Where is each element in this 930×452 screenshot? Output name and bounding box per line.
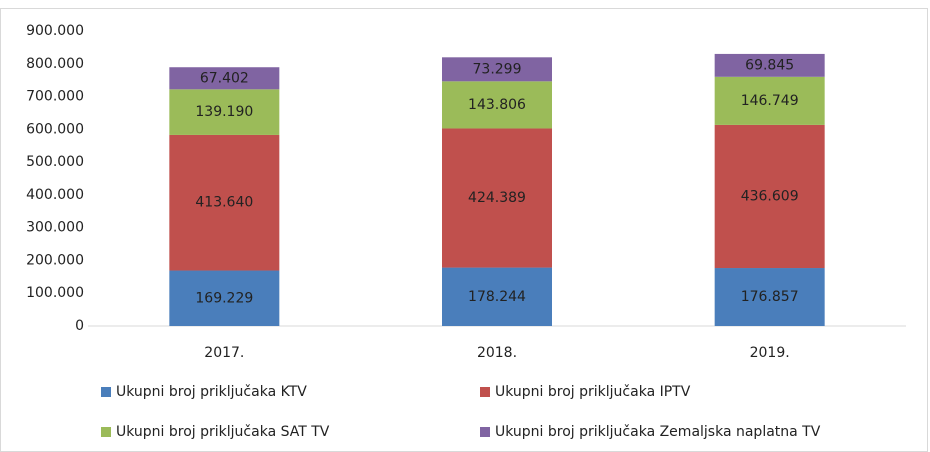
y-tick-label: 600.000 (26, 121, 84, 137)
data-label: 178.244 (468, 289, 526, 305)
legend-swatch (101, 427, 111, 437)
bar-segment (442, 81, 552, 129)
data-label: 424.389 (468, 190, 526, 206)
bar-segment (169, 270, 280, 326)
bar-segment (169, 89, 280, 135)
data-label: 146.749 (741, 93, 799, 109)
bar-segment (714, 76, 825, 125)
data-label: 413.640 (195, 195, 253, 211)
data-label: 73.299 (473, 61, 522, 77)
bar-segment (169, 67, 280, 90)
y-tick-label: 300.000 (26, 220, 84, 236)
legend-swatch (101, 387, 111, 397)
bar-segment (442, 267, 552, 326)
y-tick-label: 400.000 (26, 187, 84, 203)
y-tick-label: 700.000 (26, 89, 84, 105)
bar-segment (442, 128, 552, 268)
data-label: 139.190 (195, 104, 253, 120)
y-tick-label: 0 (75, 318, 84, 334)
x-tick-label: 2018. (477, 345, 517, 361)
legend-label: Ukupni broj priključaka IPTV (495, 384, 691, 400)
y-tick-label: 100.000 (26, 285, 84, 301)
data-label: 176.857 (741, 289, 799, 305)
y-tick-label: 800.000 (26, 56, 84, 72)
y-tick-label: 900.000 (26, 23, 84, 39)
bar-segment (442, 57, 552, 82)
y-tick-label: 200.000 (26, 252, 84, 268)
data-label: 436.609 (741, 188, 799, 204)
x-tick-label: 2017. (204, 345, 244, 361)
data-label: 69.845 (745, 57, 794, 73)
bar-segment (714, 268, 825, 326)
legend-label: Ukupni broj priključaka KTV (116, 384, 307, 400)
legend-swatch (480, 427, 490, 437)
legend-label: Ukupni broj priključaka Zemaljska naplat… (495, 424, 821, 440)
y-tick-label: 500.000 (26, 154, 84, 170)
data-label: 143.806 (468, 97, 526, 113)
data-label: 67.402 (200, 70, 249, 86)
legend-label: Ukupni broj priključaka SAT TV (116, 424, 330, 440)
bar-segment (714, 53, 825, 77)
bar-segment (169, 134, 280, 271)
legend-swatch (480, 387, 490, 397)
x-tick-label: 2019. (750, 345, 790, 361)
data-label: 169.229 (195, 290, 253, 306)
bar-segment (714, 124, 825, 269)
